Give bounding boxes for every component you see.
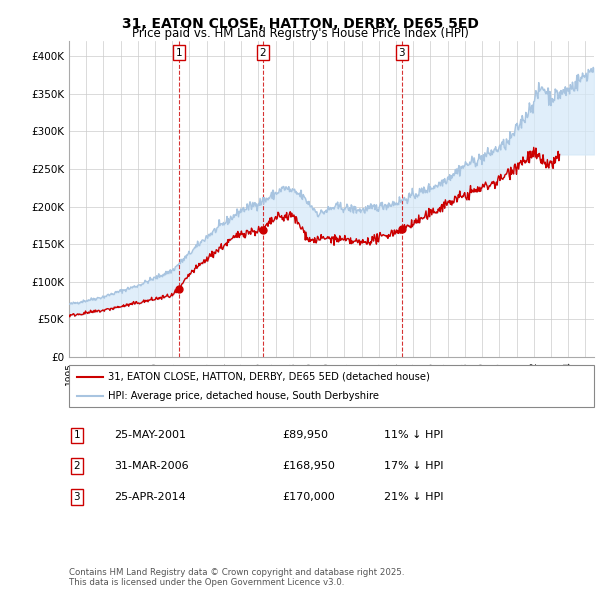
Text: 2: 2 [73, 461, 80, 471]
Text: £170,000: £170,000 [282, 492, 335, 502]
Text: 2: 2 [259, 48, 266, 58]
Text: 17% ↓ HPI: 17% ↓ HPI [384, 461, 443, 471]
Text: 21% ↓ HPI: 21% ↓ HPI [384, 492, 443, 502]
Text: 31, EATON CLOSE, HATTON, DERBY, DE65 5ED: 31, EATON CLOSE, HATTON, DERBY, DE65 5ED [122, 17, 478, 31]
Text: £89,950: £89,950 [282, 431, 328, 440]
Text: Price paid vs. HM Land Registry's House Price Index (HPI): Price paid vs. HM Land Registry's House … [131, 27, 469, 40]
Text: 31, EATON CLOSE, HATTON, DERBY, DE65 5ED (detached house): 31, EATON CLOSE, HATTON, DERBY, DE65 5ED… [109, 372, 430, 382]
Text: HPI: Average price, detached house, South Derbyshire: HPI: Average price, detached house, Sout… [109, 392, 379, 401]
Text: 31-MAR-2006: 31-MAR-2006 [114, 461, 188, 471]
Text: £168,950: £168,950 [282, 461, 335, 471]
Text: 1: 1 [73, 431, 80, 440]
Text: 1: 1 [176, 48, 182, 58]
Text: 11% ↓ HPI: 11% ↓ HPI [384, 431, 443, 440]
Text: Contains HM Land Registry data © Crown copyright and database right 2025.
This d: Contains HM Land Registry data © Crown c… [69, 568, 404, 587]
Text: 25-APR-2014: 25-APR-2014 [114, 492, 186, 502]
Text: 25-MAY-2001: 25-MAY-2001 [114, 431, 186, 440]
Text: 3: 3 [398, 48, 405, 58]
FancyBboxPatch shape [69, 365, 594, 407]
Text: 3: 3 [73, 492, 80, 502]
